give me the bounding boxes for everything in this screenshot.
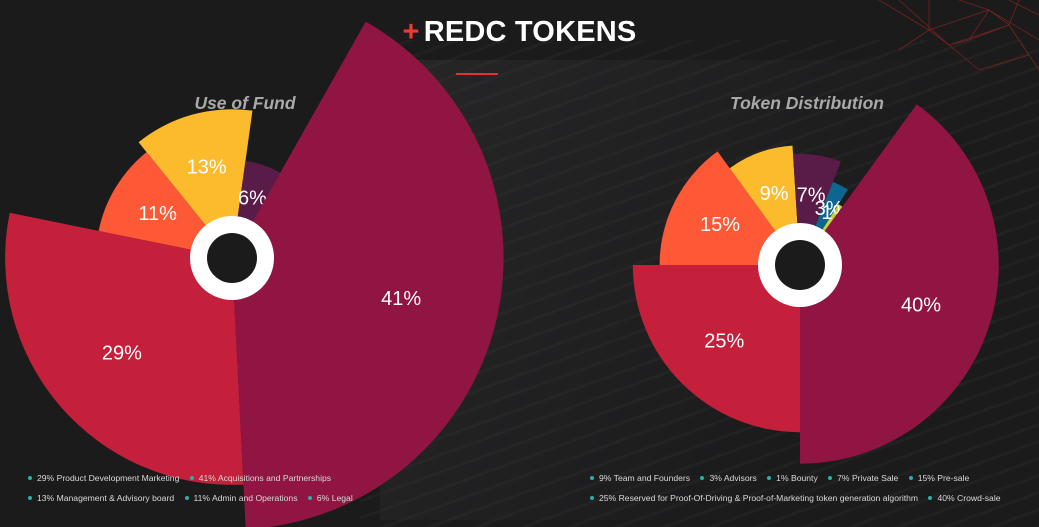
legend-label: 3% Advisors	[709, 473, 757, 483]
plus-icon: +	[402, 16, 420, 48]
use-of-fund-slice-label-1: 6%	[238, 187, 267, 209]
legend-dot-icon	[590, 475, 594, 480]
legend-label: 6% Legal	[316, 493, 353, 503]
token-distribution-slice-6	[659, 151, 800, 265]
page-title-text: REDC TOKENS	[423, 16, 637, 48]
legend-label: 15% Pre-sale	[917, 473, 970, 483]
legend-label: 13% Management & Advisory board	[37, 493, 175, 503]
legend-dot-icon	[307, 495, 312, 500]
legend-label: 29% Product Development Marketing	[37, 473, 180, 483]
legend-item: 25% Reserved for Proof-Of-Driving & Proo…	[590, 488, 918, 508]
use-of-fund-slice-2	[232, 21, 504, 527]
legend-item: 7% Private Sale	[828, 468, 898, 488]
legend-dot-icon	[908, 475, 913, 480]
legend-dot-icon	[928, 495, 933, 500]
legend-item: 6% Legal	[307, 488, 353, 508]
token-distribution-slice-label-1: 7%	[797, 185, 826, 207]
legend-label: 7% Private Sale	[837, 473, 899, 483]
legend-label: 11% Admin and Operations	[193, 493, 298, 503]
use-of-fund-slice-label-2: 41%	[381, 288, 421, 310]
legend-row: 29% Product Development Marketing 41% Ac…	[28, 468, 361, 488]
legend-item: 1% Bounty	[767, 468, 818, 488]
legend-row: 25% Reserved for Proof-Of-Driving & Proo…	[590, 488, 1009, 508]
token-distribution-slice-label-4: 40%	[901, 294, 941, 316]
legend-item: 9% Team and Founders	[590, 468, 690, 488]
legend-item: 40% Crowd-sale	[928, 488, 1001, 508]
legend-label: 41% Acquisitions and Partnerships	[198, 473, 332, 483]
legend-row: 13% Management & Advisory board 11% Admi…	[28, 488, 361, 508]
token-distribution-title: Token Distribution	[730, 93, 884, 113]
legend-label: 40% Crowd-sale	[937, 493, 1001, 503]
legend-dot-icon	[700, 475, 705, 480]
legend-item: 13% Management & Advisory board	[28, 488, 174, 508]
token-distribution-slice-4	[800, 104, 999, 464]
legend-item: 15% Pre-sale	[908, 468, 970, 488]
use-of-fund-slice-4	[98, 152, 232, 258]
legend-dot-icon	[828, 475, 833, 480]
legend-dot-icon	[590, 495, 594, 500]
token-distribution-slice-label-6: 15%	[700, 214, 740, 236]
token-distribution-slice-5	[632, 265, 800, 433]
title-underline	[456, 73, 498, 75]
legend-label: 25% Reserved for Proof-Of-Driving & Proo…	[599, 493, 919, 503]
legend-item: 3% Advisors	[700, 468, 757, 488]
network-mesh-decoration	[878, 0, 1039, 71]
use-of-fund-legend: 29% Product Development Marketing 41% Ac…	[28, 468, 361, 508]
use-of-fund-title: Use of Fund	[194, 93, 296, 113]
legend-label: 1% Bounty	[776, 473, 818, 483]
use-of-fund-slice-3	[5, 212, 244, 485]
token-distribution-center-hole	[775, 240, 825, 290]
use-of-fund-center-hole	[207, 233, 257, 283]
token-distribution-slice-label-0: 9%	[760, 183, 789, 205]
use-of-fund-slice-label-4: 11%	[138, 203, 177, 225]
legend-label: 9% Team and Founders	[599, 473, 691, 483]
legend-dot-icon	[184, 495, 189, 500]
legend-item: 29% Product Development Marketing	[28, 468, 179, 488]
legend-row: 9% Team and Founders 3% Advisors 1% Boun…	[590, 468, 1009, 488]
legend-dot-icon	[189, 475, 194, 480]
legend-item: 11% Admin and Operations	[184, 488, 298, 508]
legend-dot-icon	[767, 475, 772, 480]
use-of-fund-slice-label-3: 29%	[102, 343, 142, 365]
legend-dot-icon	[28, 475, 32, 480]
legend-item: 41% Acquisitions and Partnerships	[189, 468, 332, 488]
token-distribution-slice-label-5: 25%	[704, 331, 744, 353]
token-distribution-legend: 9% Team and Founders 3% Advisors 1% Boun…	[590, 468, 1009, 508]
legend-dot-icon	[28, 495, 32, 500]
page-title: + REDC TOKENS	[0, 16, 1039, 49]
use-of-fund-slice-label-0: 13%	[187, 156, 227, 178]
